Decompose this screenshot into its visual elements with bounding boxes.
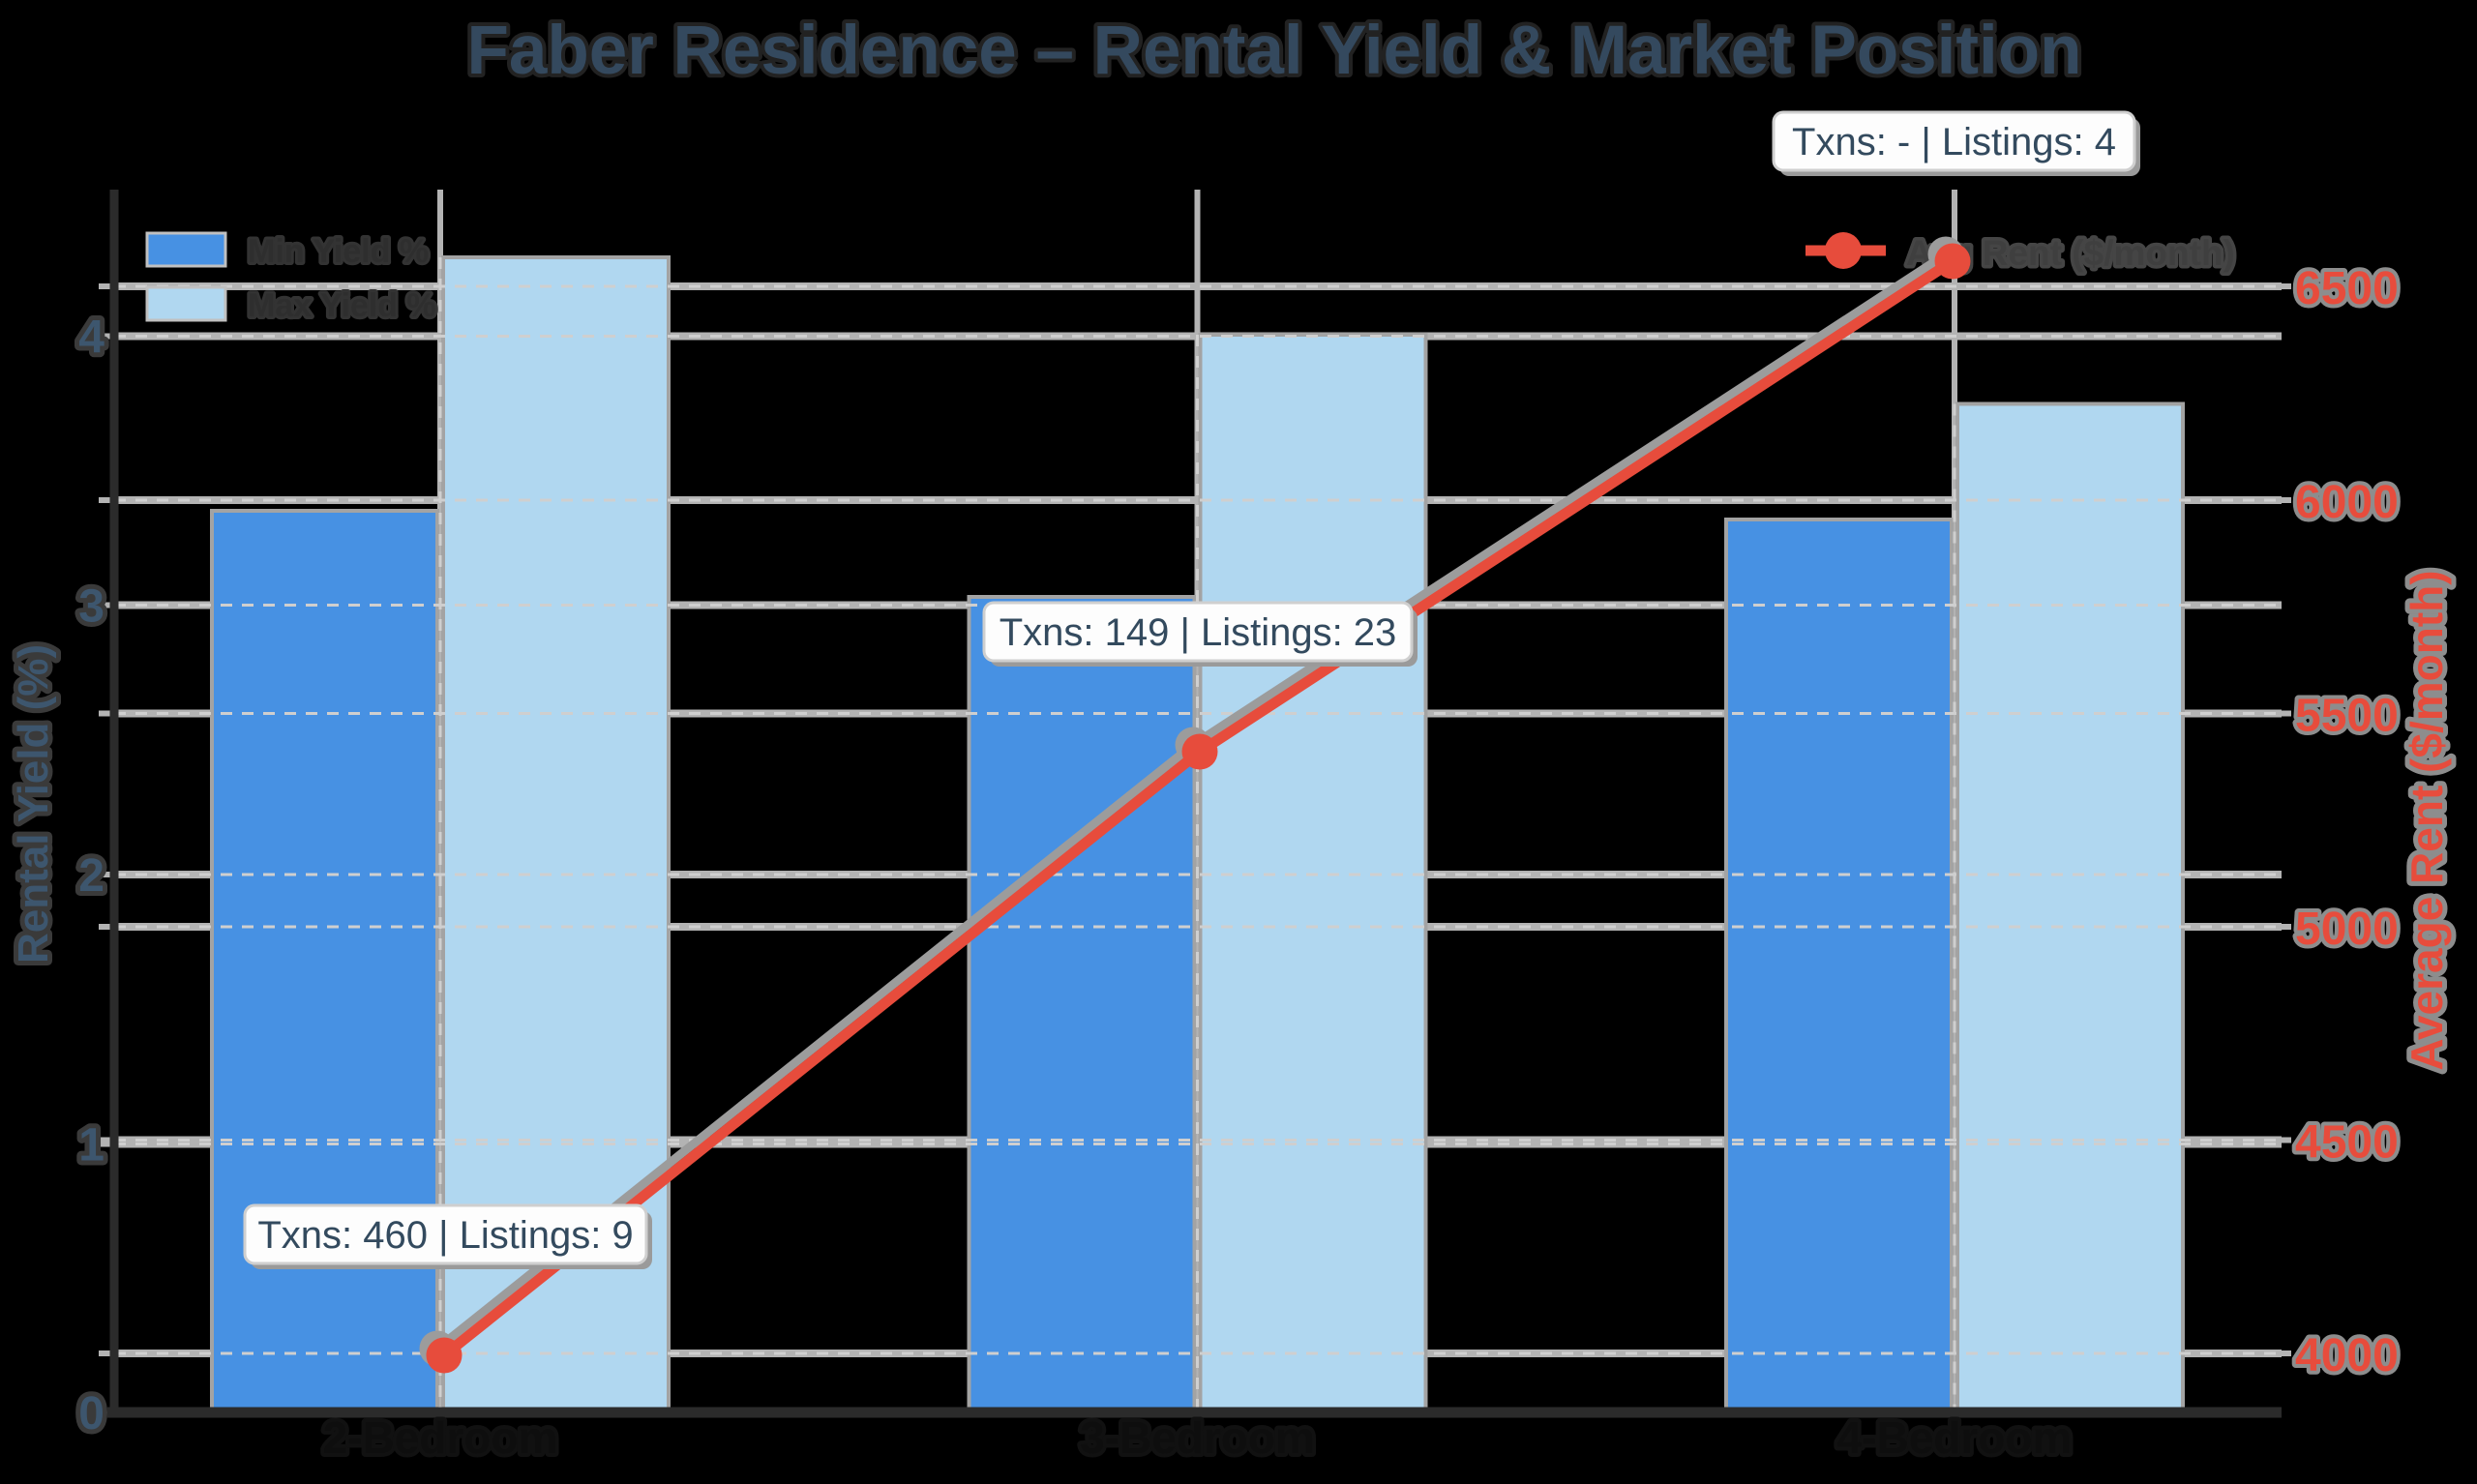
svg-text:Min Yield %: Min Yield % <box>248 233 429 270</box>
svg-text:3: 3 <box>78 581 104 633</box>
svg-text:Average Rent ($/month): Average Rent ($/month) <box>2402 570 2452 1070</box>
svg-text:2: 2 <box>78 850 104 902</box>
svg-text:0: 0 <box>78 1388 104 1439</box>
svg-text:3-Bedroom: 3-Bedroom <box>1080 1412 1315 1463</box>
svg-text:5000: 5000 <box>2295 904 2399 955</box>
svg-text:Txns: 460 | Listings: 9: Txns: 460 | Listings: 9 <box>257 1214 633 1257</box>
svg-text:4000: 4000 <box>2295 1330 2399 1381</box>
svg-text:Txns: 149 | Listings: 23: Txns: 149 | Listings: 23 <box>1000 611 1397 654</box>
svg-text:Faber Residence – Rental Yield: Faber Residence – Rental Yield & Market … <box>466 13 2081 89</box>
svg-text:Max Yield %: Max Yield % <box>248 287 436 324</box>
svg-text:5500: 5500 <box>2295 691 2399 742</box>
svg-text:4500: 4500 <box>2295 1117 2399 1169</box>
svg-text:Txns: - | Listings: 4: Txns: - | Listings: 4 <box>1792 121 2116 163</box>
svg-text:6000: 6000 <box>2295 477 2399 528</box>
svg-text:Rental Yield (%): Rental Yield (%) <box>10 644 57 964</box>
svg-text:1: 1 <box>78 1120 104 1172</box>
svg-text:6500: 6500 <box>2295 263 2399 314</box>
svg-text:4: 4 <box>78 312 104 364</box>
svg-text:4-Bedroom: 4-Bedroom <box>1837 1412 2073 1463</box>
svg-text:2-Bedroom: 2-Bedroom <box>323 1412 558 1463</box>
